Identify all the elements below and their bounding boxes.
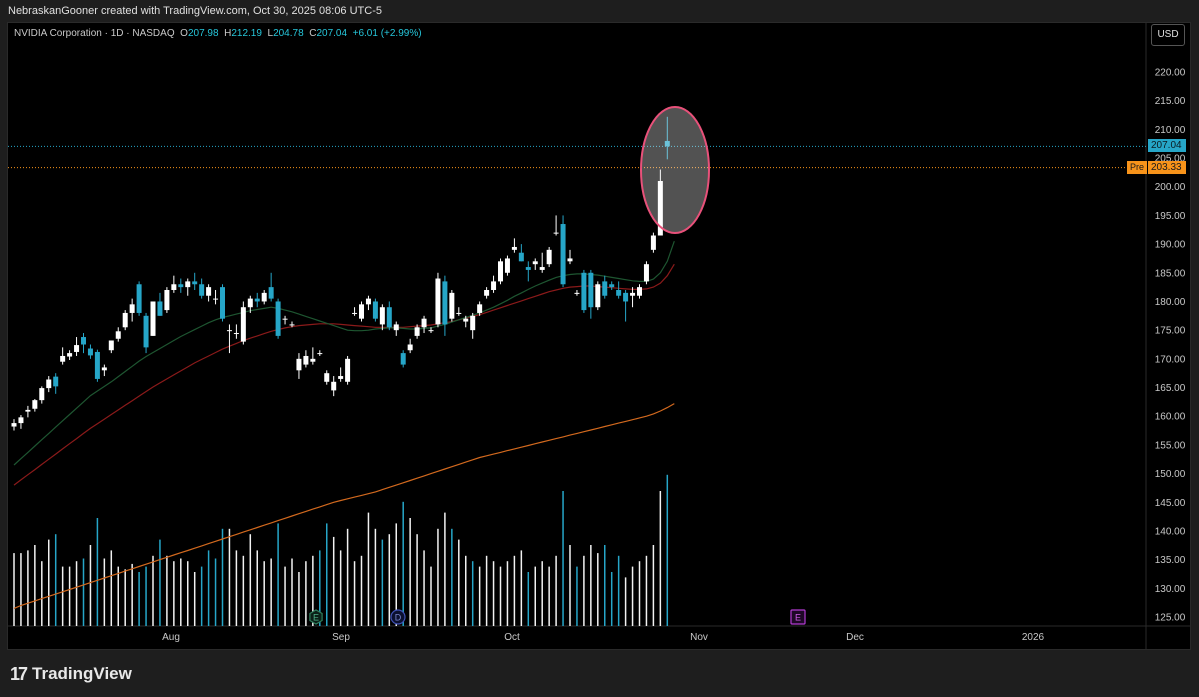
- currency-button[interactable]: USD: [1151, 24, 1185, 46]
- attribution-bar: NebraskanGooner created with TradingView…: [0, 0, 1199, 22]
- symbol-info: NVIDIA Corporation · 1D · NASDAQ: [14, 28, 175, 39]
- open-label: O: [180, 28, 188, 39]
- open-value: 207.98: [187, 28, 219, 39]
- tradingview-brand: TradingView: [32, 664, 132, 683]
- premarket-price-tag: 203.33: [1148, 161, 1186, 174]
- close-label: C: [309, 28, 317, 39]
- close-value: 207.04: [316, 28, 348, 39]
- tradingview-footer[interactable]: 17 TradingView: [10, 662, 132, 686]
- chart-frame[interactable]: [7, 22, 1191, 650]
- change-value: +6.01 (+2.99%): [352, 28, 422, 39]
- last-price-tag: 207.04: [1148, 139, 1186, 152]
- low-label: L: [267, 28, 274, 39]
- low-value: 204.78: [273, 28, 304, 39]
- tradingview-logo-icon: 17: [10, 663, 28, 684]
- attribution-text: NebraskanGooner created with TradingView…: [8, 5, 382, 17]
- high-value: 212.19: [231, 28, 262, 39]
- high-label: H: [224, 28, 232, 39]
- premarket-label: Pre: [1127, 161, 1148, 174]
- symbol-legend: NVIDIA Corporation · 1D · NASDAQ O207.98…: [14, 28, 422, 39]
